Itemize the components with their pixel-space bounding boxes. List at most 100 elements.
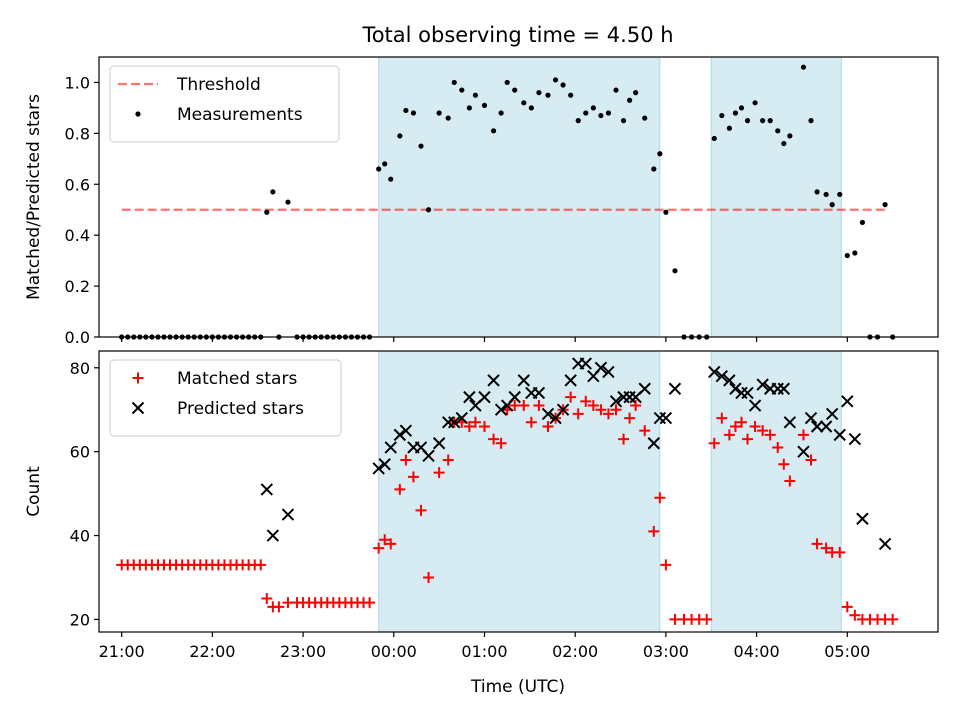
data-point [778,458,790,470]
data-point [729,382,742,395]
data-point [260,483,274,496]
data-point [472,92,479,98]
data-point [756,378,769,391]
y-tick-label: 0.8 [65,124,90,143]
data-point [800,64,807,70]
data-point [651,166,657,172]
data-point [378,458,391,471]
x-tick-label: 05:00 [824,642,870,661]
data-point [777,382,791,395]
legend-box [109,65,340,143]
data-point [580,395,592,407]
data-point [624,412,636,424]
x-axis-label: Time (UTC) [470,677,565,697]
data-point [494,403,508,416]
data-point [487,374,500,387]
data-point [647,437,661,450]
data-point [400,454,412,466]
data-point [403,107,409,114]
data-point [841,395,854,408]
data-point [663,209,669,215]
data-point [463,390,476,404]
x-tick-label: 22:00 [189,642,235,661]
data-point [716,412,728,424]
data-point [394,483,406,495]
data-point [708,365,721,379]
data-point [512,87,518,93]
data-point [442,454,454,466]
data-point [407,471,419,483]
plot-frame [98,350,939,633]
data-point [533,400,545,412]
data-point [744,118,751,124]
data-point [504,79,510,86]
x-tick-label: 04:00 [734,642,780,661]
data-point [255,559,267,571]
data-point [882,202,888,208]
data-point [560,82,566,88]
data-point [672,268,678,274]
data-point [814,189,820,195]
data-point [775,128,781,134]
legend-label: Measurements [177,105,303,125]
y-tick-label: 0.6 [65,175,90,194]
data-point [735,416,747,428]
data-point [711,135,717,142]
data-point [859,219,866,226]
legend: Threshold Measurements [109,65,340,143]
data-point [564,374,577,387]
data-point [425,207,432,213]
data-point [410,110,417,116]
x-tick-label: 00:00 [371,642,417,661]
data-point [723,429,735,441]
data-point [451,79,457,86]
series-measurements [119,64,896,340]
data-point [834,546,846,558]
data-point [609,395,623,408]
data-point [541,407,555,421]
data-point [708,437,720,449]
data-point [844,252,850,259]
data-point [668,382,682,395]
data-point [805,454,817,466]
data-point [418,143,424,149]
data-point [715,369,729,383]
data-point [595,404,607,416]
data-point [382,161,388,167]
data-point [701,613,713,625]
data-point [373,542,385,554]
shaded-interval-2 [710,350,842,633]
data-point [848,432,862,446]
data-point [556,403,570,416]
data-point [388,176,394,182]
data-point [659,411,673,425]
data-point [495,437,507,449]
data-point [423,571,435,583]
data-point [657,151,663,157]
data-point [783,416,797,429]
data-point [372,462,385,475]
data-point [579,357,592,370]
data-point [849,609,861,621]
data-point [620,118,627,124]
data-point [266,529,280,542]
legend-predicted-swatch [131,401,145,415]
data-point [436,110,442,116]
y-tick-label: 0.2 [65,277,90,296]
data-point [825,407,839,421]
data-point [261,592,273,604]
data-point [819,420,833,433]
data-point [878,537,892,551]
data-point [764,429,776,441]
y-tick-label: 60 [70,443,90,462]
x-tick-label: 21:00 [99,642,145,661]
legend-label: Predicted stars [177,399,304,419]
data-point [565,391,577,403]
data-point [811,538,823,550]
data-point [618,433,630,445]
counts-panel: 20 40 60 80 21:00 22:00 23:00 00:00 01:00 02:00 03… [24,350,939,661]
data-point [781,140,787,147]
y-axis-label: Count [24,466,44,517]
data-point [784,475,796,487]
data-point [455,411,469,425]
